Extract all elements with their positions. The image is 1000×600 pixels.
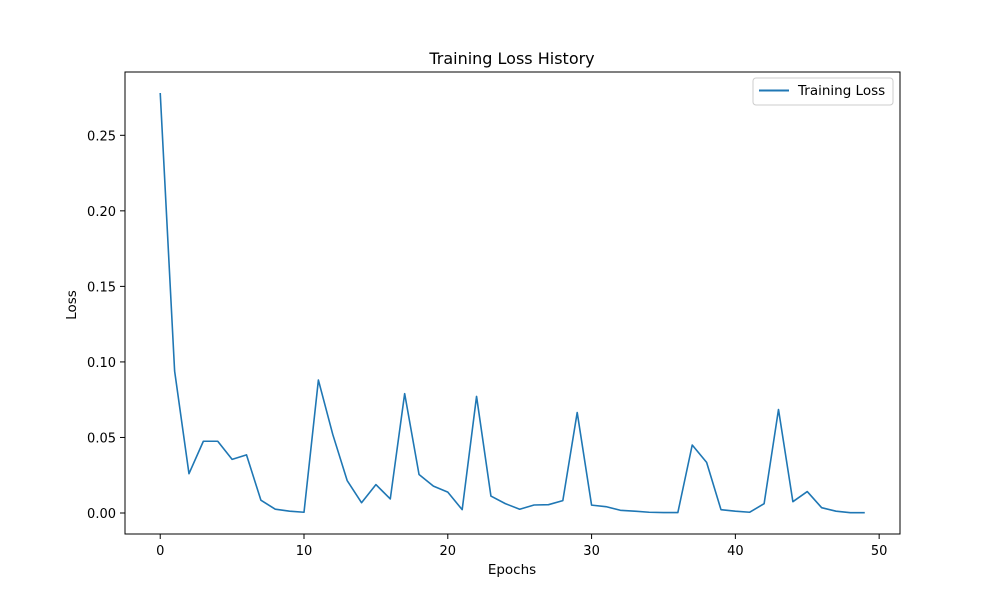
x-tick-label: 30 [583,544,600,559]
chart-title: Training Loss History [428,49,594,68]
y-tick-label: 0.20 [87,205,116,220]
y-tick-label: 0.25 [87,129,116,144]
y-tick-label: 0.00 [87,507,116,522]
x-tick-label: 20 [440,544,457,559]
x-tick-label: 0 [156,544,164,559]
series-line-0 [159,92,865,514]
legend: Training Loss [752,77,894,106]
plot-area: 0 10 20 30 40 50 0.00 0.05 0.10 0.15 0.20 0.25 [87,71,901,559]
y-tick-label: 0.10 [87,356,116,371]
x-tick-label: 50 [871,544,888,559]
legend-label: Training Loss [797,83,885,99]
x-axis-label: Epochs [488,562,536,578]
y-tick-label: 0.05 [87,431,116,446]
y-tick-label: 0.15 [87,280,116,295]
x-tick-label: 10 [296,544,313,559]
y-axis-label: Loss [64,290,80,320]
axes-frame [124,71,901,535]
x-tick-label: 40 [727,544,744,559]
legend-box [752,77,894,106]
